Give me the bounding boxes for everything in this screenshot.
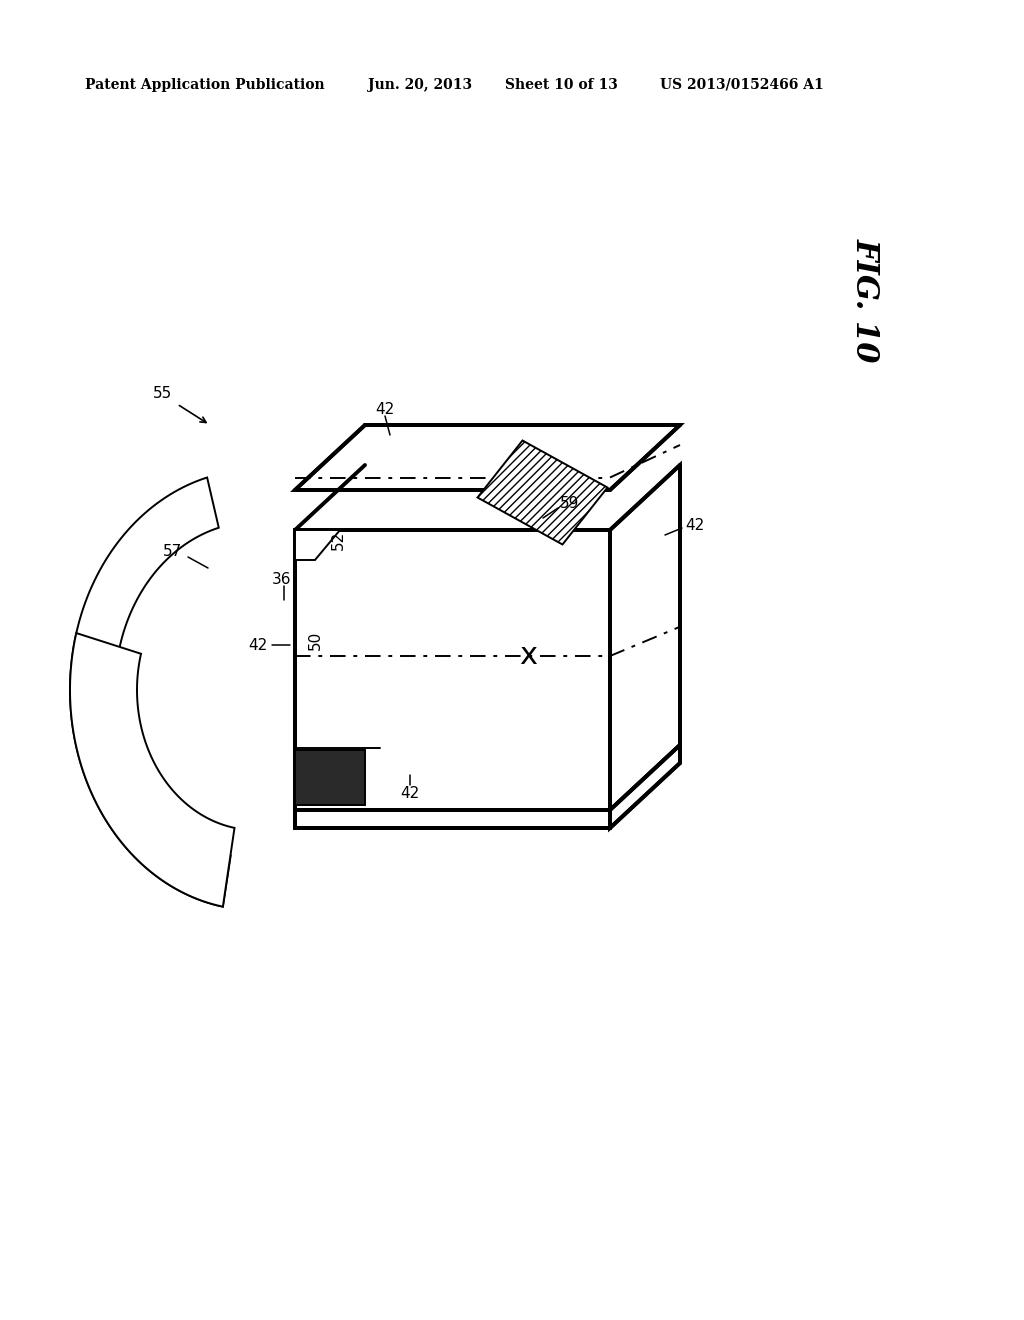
Text: 52: 52 — [331, 531, 345, 549]
Polygon shape — [610, 744, 680, 828]
Text: x: x — [519, 640, 537, 669]
Polygon shape — [295, 425, 680, 490]
Polygon shape — [610, 465, 680, 810]
Text: 55: 55 — [153, 385, 172, 400]
Text: 42: 42 — [376, 403, 394, 417]
Text: 50: 50 — [307, 631, 323, 649]
Polygon shape — [70, 478, 230, 907]
Text: 42: 42 — [685, 517, 705, 532]
Text: US 2013/0152466 A1: US 2013/0152466 A1 — [660, 78, 823, 92]
Text: 42: 42 — [249, 638, 267, 652]
Polygon shape — [295, 531, 340, 560]
Text: Patent Application Publication: Patent Application Publication — [85, 78, 325, 92]
Polygon shape — [70, 634, 234, 907]
Polygon shape — [295, 531, 610, 810]
Polygon shape — [477, 441, 607, 544]
Text: Sheet 10 of 13: Sheet 10 of 13 — [505, 78, 617, 92]
Text: 59: 59 — [560, 495, 580, 511]
Text: 36: 36 — [272, 573, 292, 587]
Polygon shape — [295, 810, 610, 828]
Polygon shape — [295, 750, 365, 805]
Text: FIG. 10: FIG. 10 — [850, 238, 881, 362]
Text: Jun. 20, 2013: Jun. 20, 2013 — [368, 78, 472, 92]
Text: 42: 42 — [400, 785, 420, 800]
Text: 57: 57 — [163, 544, 181, 560]
